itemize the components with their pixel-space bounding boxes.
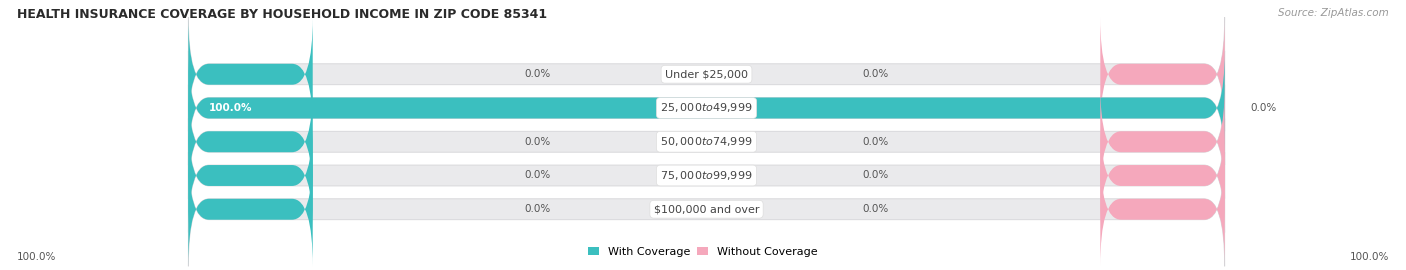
Text: $25,000 to $49,999: $25,000 to $49,999 [661,102,752,114]
Text: 100.0%: 100.0% [1350,252,1389,262]
Text: $100,000 and over: $100,000 and over [654,204,759,214]
FancyBboxPatch shape [188,152,1225,266]
FancyBboxPatch shape [188,119,1225,232]
Text: 0.0%: 0.0% [524,170,551,181]
FancyBboxPatch shape [188,85,1225,199]
FancyBboxPatch shape [188,152,312,266]
Text: 0.0%: 0.0% [524,204,551,214]
Text: Source: ZipAtlas.com: Source: ZipAtlas.com [1278,8,1389,18]
Text: 100.0%: 100.0% [17,252,56,262]
Text: $75,000 to $99,999: $75,000 to $99,999 [661,169,752,182]
FancyBboxPatch shape [188,17,312,131]
Text: 0.0%: 0.0% [862,69,889,79]
FancyBboxPatch shape [1101,152,1225,266]
FancyBboxPatch shape [188,85,312,199]
FancyBboxPatch shape [188,51,1225,165]
Text: 0.0%: 0.0% [1250,103,1277,113]
FancyBboxPatch shape [1101,85,1225,199]
Text: 100.0%: 100.0% [209,103,253,113]
Text: 0.0%: 0.0% [862,170,889,181]
FancyBboxPatch shape [188,17,1225,131]
Text: 0.0%: 0.0% [524,137,551,147]
Text: 0.0%: 0.0% [862,204,889,214]
Text: HEALTH INSURANCE COVERAGE BY HOUSEHOLD INCOME IN ZIP CODE 85341: HEALTH INSURANCE COVERAGE BY HOUSEHOLD I… [17,8,547,21]
FancyBboxPatch shape [188,51,1225,165]
Text: 0.0%: 0.0% [524,69,551,79]
FancyBboxPatch shape [1101,17,1225,131]
Text: $50,000 to $74,999: $50,000 to $74,999 [661,135,752,148]
Text: 0.0%: 0.0% [862,137,889,147]
FancyBboxPatch shape [1101,119,1225,232]
Text: Under $25,000: Under $25,000 [665,69,748,79]
Legend: With Coverage, Without Coverage: With Coverage, Without Coverage [583,243,823,262]
FancyBboxPatch shape [188,119,312,232]
